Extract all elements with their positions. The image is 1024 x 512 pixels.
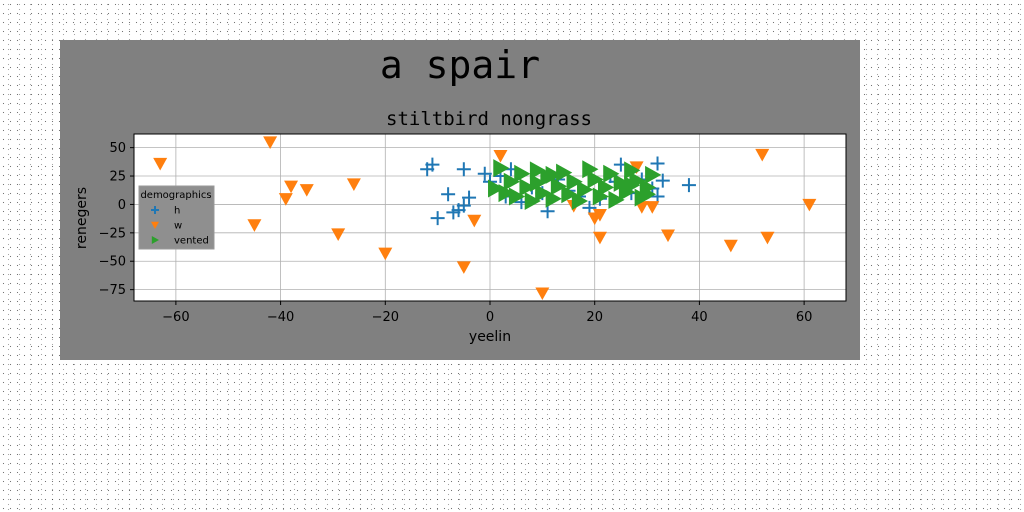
data-point-h — [477, 166, 492, 181]
y-tick-label: 0 — [118, 198, 126, 213]
data-point-vented — [535, 184, 552, 203]
x-tick-label: −60 — [162, 310, 189, 325]
grid-lines — [134, 134, 846, 301]
plot-frame — [133, 133, 847, 302]
legend-label-vented: vented — [174, 236, 209, 247]
x-tick-label: 40 — [691, 310, 708, 325]
data-point-w — [263, 136, 278, 149]
data-point-w — [629, 161, 644, 174]
data-point-vented — [587, 170, 604, 189]
y-axis-label: renegers — [74, 187, 90, 249]
data-point-vented — [624, 161, 641, 180]
data-point-vented — [608, 190, 625, 209]
data-point-w — [284, 180, 299, 194]
y-tick-label: −50 — [99, 255, 126, 270]
data-point-w — [723, 239, 738, 253]
data-point-w — [760, 231, 775, 245]
data-point-vented — [545, 189, 562, 208]
data-point-h — [430, 211, 445, 226]
data-point-vented — [498, 184, 515, 203]
data-point-h — [650, 156, 665, 171]
data-point-vented — [545, 165, 562, 184]
axes-title: stiltbird nongrass — [386, 108, 592, 130]
data-point-vented — [645, 165, 662, 184]
data-point-vented — [508, 187, 526, 206]
x-tick-label: 0 — [486, 310, 494, 325]
x-tick-label: −20 — [372, 310, 399, 325]
data-point-w — [645, 201, 660, 214]
data-point-vented — [550, 177, 568, 196]
data-point-w — [661, 229, 675, 243]
data-point-vented — [566, 172, 583, 191]
data-point-vented — [503, 172, 520, 191]
data-point-h — [456, 162, 471, 177]
data-point-w — [493, 149, 508, 163]
data-point-vented — [514, 164, 531, 183]
data-point-w — [299, 184, 314, 197]
legend-label-h: h — [174, 206, 180, 217]
legend-marker-vented — [151, 236, 159, 244]
legend-marker-w — [151, 221, 159, 229]
data-point-vented — [582, 160, 599, 179]
data-point-w — [802, 198, 817, 212]
legend-marker-h — [151, 206, 159, 214]
data-point-vented — [519, 178, 536, 197]
data-point-w — [247, 219, 262, 232]
x-tick-label: −40 — [267, 310, 294, 325]
data-point-w — [278, 193, 293, 206]
data-point-h — [462, 190, 477, 205]
data-point-vented — [556, 163, 573, 182]
data-point-vented — [529, 161, 547, 180]
data-point-vented — [577, 180, 594, 199]
data-point-vented — [597, 178, 615, 197]
legend-title: demographics — [140, 190, 211, 201]
x-tick-label: 60 — [796, 310, 813, 325]
x-axis-label: yeelin — [469, 329, 511, 345]
data-point-w — [456, 261, 471, 274]
data-point-w — [535, 287, 550, 301]
y-tick-label: −25 — [99, 226, 126, 241]
data-point-h — [425, 157, 440, 172]
data-point-h — [681, 178, 696, 193]
data-point-w — [592, 209, 607, 222]
y-tick-label: 25 — [109, 170, 126, 185]
data-point-vented — [571, 192, 588, 211]
legend-box — [138, 185, 215, 250]
data-point-vented — [592, 187, 609, 206]
data-point-w — [592, 231, 607, 245]
data-point-vented — [639, 185, 657, 204]
data-point-w — [331, 228, 346, 241]
data-point-vented — [493, 159, 510, 178]
x-tick-label: 20 — [586, 310, 603, 325]
axis-ticks: −60 −40 −20 0 20 40 60 50 25 0 −25 −50 −75 — [99, 141, 813, 325]
data-point-h — [456, 198, 471, 213]
figure-suptitle: a spair — [380, 43, 540, 87]
data-point-w — [467, 214, 482, 228]
data-point-vented — [524, 192, 541, 211]
data-point-h — [655, 173, 670, 188]
data-point-vented — [561, 185, 578, 204]
y-tick-label: −75 — [99, 283, 126, 298]
data-point-w — [153, 157, 168, 171]
data-point-h — [441, 187, 456, 202]
data-point-w — [378, 247, 393, 261]
legend-label-w: w — [174, 221, 182, 232]
data-point-vented — [529, 173, 547, 192]
data-points — [153, 136, 817, 301]
data-point-vented — [624, 176, 641, 195]
legend: demographics hw vented — [138, 185, 215, 250]
data-point-w — [755, 148, 770, 162]
y-tick-label: 50 — [109, 141, 126, 156]
data-point-vented — [603, 164, 620, 183]
data-point-vented — [488, 179, 505, 198]
data-point-w — [346, 178, 361, 191]
data-point-vented — [613, 173, 630, 192]
